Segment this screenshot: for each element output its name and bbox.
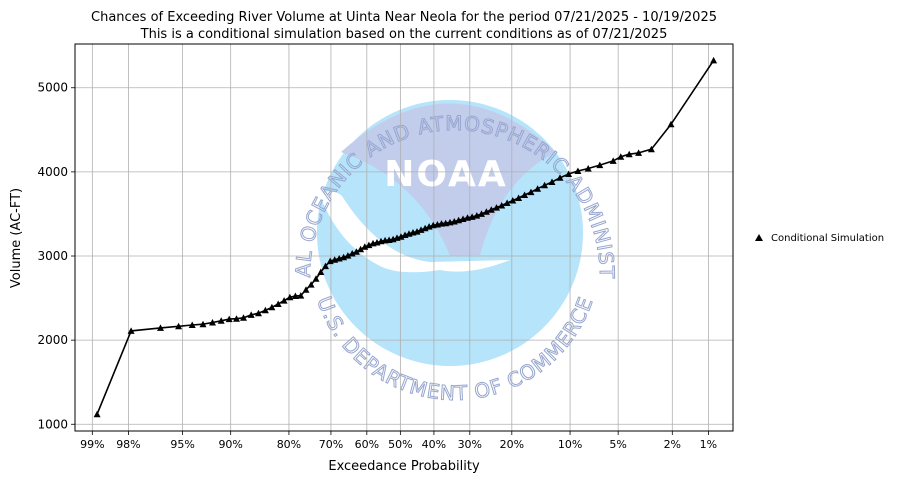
data-point-marker: [217, 317, 225, 324]
watermark-logo-text: NOAA: [384, 154, 508, 195]
data-point-marker: [157, 324, 164, 331]
data-point-marker: [240, 314, 247, 321]
data-point-marker: [548, 178, 556, 185]
x-ticks: 99% 98% 95% 90% 80% 70% 60% 50% 40% 30% 20% 10% 5% 2%…: [80, 431, 717, 451]
x-tick-label: 10%: [558, 438, 582, 451]
data-point-marker: [322, 262, 329, 270]
data-point-marker: [280, 297, 288, 304]
data-point-marker: [302, 286, 310, 293]
legend-marker-triangle-icon: [755, 234, 763, 241]
data-point-marker: [247, 311, 255, 318]
noaa-watermark: NOAA NATIONAL OCEANIC AND ATMOSPHERIC AD…: [0, 0, 619, 406]
data-point-marker: [199, 320, 207, 328]
data-point-marker: [175, 322, 183, 330]
data-point-marker: [348, 250, 356, 257]
data-point-marker: [225, 315, 233, 323]
data-point-marker: [340, 253, 348, 261]
data-point-marker: [635, 149, 643, 156]
data-point-marker: [352, 248, 360, 255]
data-point-marker: [574, 167, 582, 174]
y-tick-label: 3000: [37, 249, 68, 263]
x-axis-label: Exceedance Probability: [328, 459, 480, 474]
data-point-marker: [509, 197, 517, 204]
data-point-marker: [667, 120, 675, 128]
series-conditional-simulation: [93, 56, 718, 418]
data-point-marker: [473, 212, 481, 219]
data-point-marker: [317, 268, 325, 275]
x-tick-label: 30%: [458, 438, 482, 451]
legend: Conditional Simulation: [755, 233, 884, 244]
x-tick-label: 60%: [355, 438, 379, 451]
data-point-marker: [596, 161, 604, 169]
data-point-marker: [487, 206, 495, 213]
data-point-marker: [93, 410, 101, 418]
x-tick-label: 70%: [319, 438, 343, 451]
data-point-marker: [312, 275, 320, 282]
y-tick-label: 5000: [37, 81, 68, 95]
x-tick-label: 80%: [277, 438, 301, 451]
data-point-marker: [274, 300, 282, 307]
data-point-marker: [534, 185, 542, 192]
data-point-marker: [498, 202, 506, 209]
data-point-marker: [357, 245, 365, 253]
chart-subtitle: This is a conditional simulation based o…: [140, 27, 668, 42]
data-point-marker: [188, 321, 196, 328]
data-point-marker: [255, 309, 262, 317]
data-point-marker: [521, 191, 529, 198]
y-axis-label: Volume (AC-FT): [9, 188, 24, 288]
data-point-marker: [344, 252, 352, 259]
data-point-marker: [493, 204, 500, 211]
x-tick-label: 50%: [388, 438, 412, 451]
y-ticks: 1000 2000 3000 4000 5000: [37, 81, 75, 431]
data-point-marker: [286, 293, 294, 301]
data-point-marker: [710, 56, 718, 64]
data-point-marker: [527, 188, 535, 196]
data-point-marker: [556, 174, 564, 181]
data-point-marker: [625, 150, 633, 158]
x-tick-label: 90%: [218, 438, 242, 451]
x-tick-label: 1%: [700, 438, 717, 451]
y-tick-label: 1000: [37, 417, 68, 431]
data-point-marker: [478, 210, 485, 217]
x-tick-label: 40%: [422, 438, 446, 451]
data-point-marker: [541, 181, 549, 189]
x-tick-label: 5%: [609, 438, 626, 451]
data-point-marker: [647, 145, 655, 153]
data-point-marker: [261, 306, 269, 314]
y-tick-label: 4000: [37, 165, 68, 179]
data-point-marker: [209, 319, 216, 326]
data-point-marker: [584, 165, 592, 172]
data-point-marker: [365, 241, 373, 249]
data-point-marker: [291, 292, 299, 299]
data-point-marker: [617, 153, 625, 160]
data-point-marker: [609, 157, 617, 164]
data-point-marker: [268, 303, 276, 311]
data-point-marker: [361, 243, 369, 250]
x-tick-label: 99%: [80, 438, 104, 451]
x-tick-label: 20%: [500, 438, 524, 451]
data-point-marker: [503, 199, 511, 206]
legend-label: Conditional Simulation: [771, 233, 884, 244]
data-point-marker: [565, 170, 573, 177]
data-point-marker: [307, 281, 315, 288]
data-point-marker: [515, 194, 523, 201]
y-tick-label: 2000: [37, 333, 68, 347]
data-point-marker: [417, 226, 425, 233]
x-tick-label: 2%: [664, 438, 681, 451]
data-point-marker: [482, 208, 490, 215]
data-point-marker: [233, 315, 240, 322]
x-tick-label: 95%: [170, 438, 194, 451]
watermark-seagull-upper: [341, 103, 556, 256]
data-point-marker: [127, 327, 135, 334]
data-point-marker: [413, 228, 421, 235]
plot-frame: [74, 43, 734, 432]
watermark-seagull-lower: [320, 191, 510, 273]
chart-title: Chances of Exceeding River Volume at Uin…: [91, 10, 717, 25]
x-tick-label: 98%: [116, 438, 140, 451]
grid: [75, 44, 733, 431]
data-point-marker: [297, 292, 305, 299]
data-point-marker: [397, 233, 405, 240]
